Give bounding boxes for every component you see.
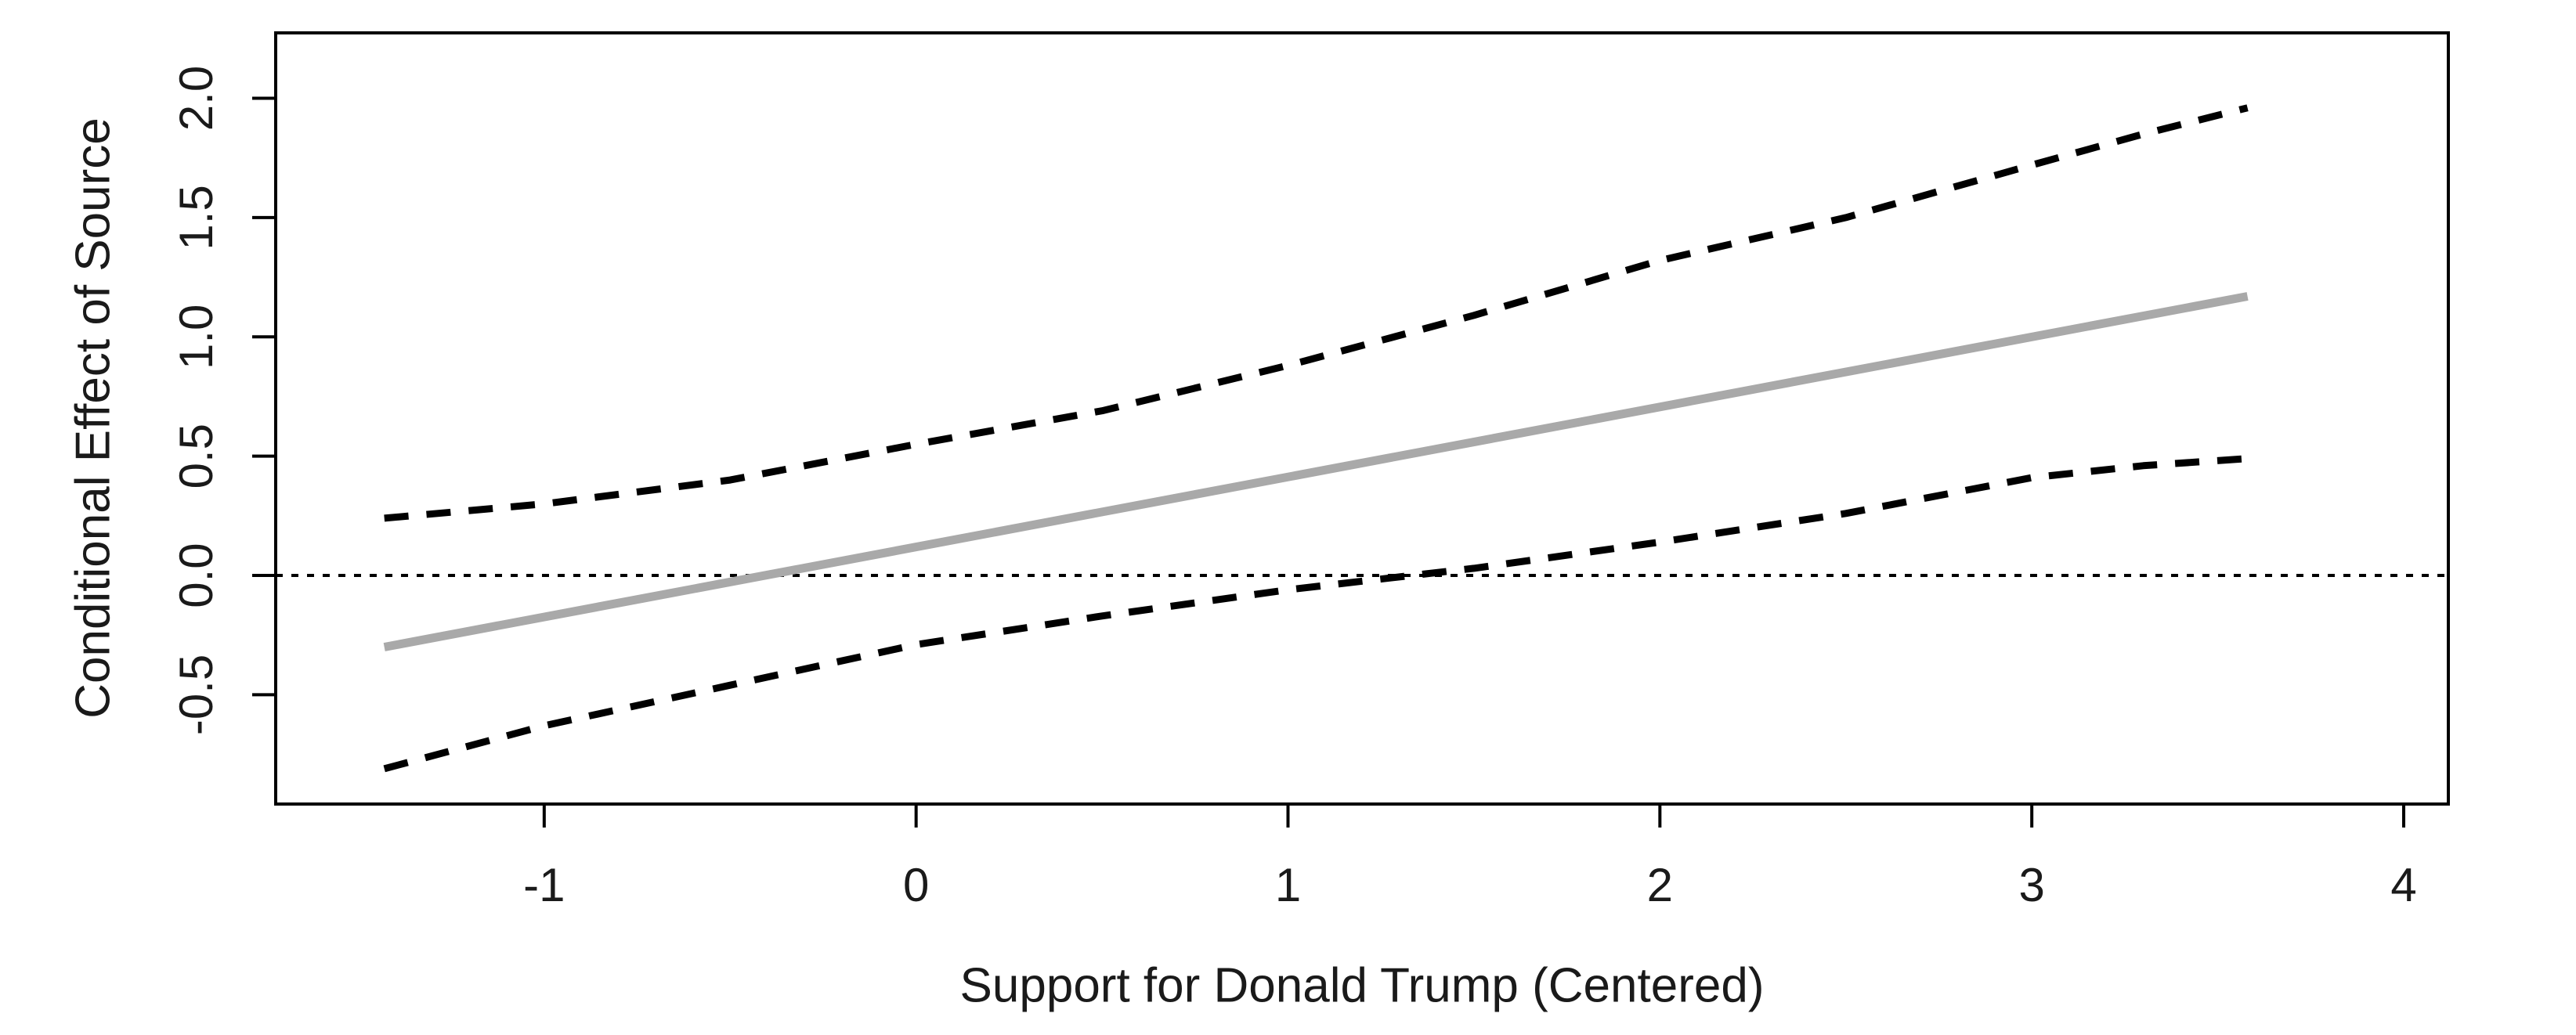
y-tick-label: 1.5 [170,185,222,250]
y-tick-label: 0.5 [170,424,222,489]
y-tick-label: -0.5 [170,655,222,735]
y-tick-label: 0.0 [170,543,222,608]
x-axis-title: Support for Donald Trump (Centered) [960,959,1765,1013]
x-tick-label: 3 [2018,859,2044,911]
plot-layer: -1 0 1 2 3 4 -0.5 0.0 0.5 1.0 1.5 2.0 [170,31,2450,911]
y-tick-label: 2.0 [170,66,222,131]
y-axis-title: Conditional Effect of Source [67,117,121,718]
x-tick-label: 4 [2390,859,2416,911]
x-tick-label: 1 [1275,859,1301,911]
x-tick-label: 2 [1647,859,1673,911]
lower-95-ci-line [383,455,2248,773]
upper-95-ci-line [384,104,2249,522]
plot-box [274,31,2450,806]
x-tick-label: -1 [523,859,565,911]
conditional-effect-estimate-line [383,292,2249,651]
x-tick-label: 0 [903,859,929,911]
y-tick-label: 1.0 [170,305,222,370]
